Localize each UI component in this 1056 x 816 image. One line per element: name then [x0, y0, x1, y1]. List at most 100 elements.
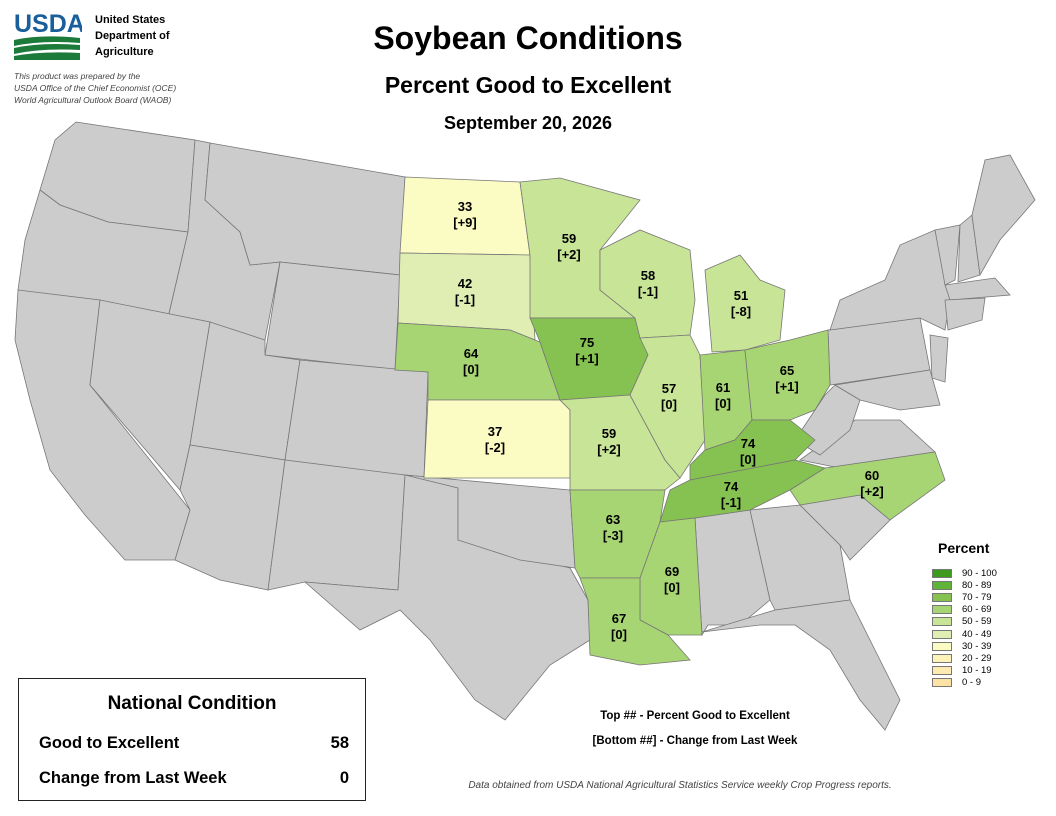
agency-line: Department of — [95, 30, 170, 42]
state-fl — [701, 599, 901, 731]
disclaimer: This product was prepared by the USDA Of… — [14, 70, 234, 106]
good-excellent-value: 58 — [330, 734, 349, 752]
label-sd-change: [-1] — [455, 292, 475, 307]
legend-swatch — [932, 592, 952, 602]
label-nc-change: [+2] — [860, 484, 883, 499]
legend-item: 10 - 19 — [932, 665, 997, 677]
legend-swatch — [932, 617, 952, 627]
state-la — [579, 577, 691, 666]
legend-item: 60 - 69 — [932, 604, 997, 616]
good-excellent-label: Good to Excellent — [39, 734, 180, 752]
legend-item: 20 - 29 — [932, 652, 997, 664]
disclaimer-line: World Agricultural Outlook Board (WAOB) — [14, 95, 172, 105]
label-ks-change: [-2] — [485, 440, 505, 455]
legend-swatch — [932, 605, 952, 615]
state-mi — [704, 254, 786, 353]
label-tn-change: [-1] — [721, 495, 741, 510]
label-in-value: 61 — [716, 380, 730, 395]
label-oh-change: [+1] — [775, 379, 798, 394]
legend-item: 80 - 89 — [932, 579, 997, 591]
national-condition-title: National Condition — [107, 693, 277, 714]
label-ks-value: 37 — [488, 424, 502, 439]
usda-logo-text: USDA — [14, 10, 82, 38]
label-ne-change: [0] — [463, 362, 479, 377]
legend-item: 0 - 9 — [932, 677, 997, 689]
national-condition-box: National Condition Good to Excellent 58 … — [18, 678, 366, 801]
legend: 90 - 100 80 - 89 70 - 79 60 - 69 50 - 59… — [932, 567, 997, 689]
legend-swatch — [932, 653, 952, 663]
legend-label: 90 - 100 — [962, 567, 997, 579]
source-note: Data obtained from USDA National Agricul… — [468, 780, 892, 791]
state-az — [174, 444, 286, 591]
label-in-change: [0] — [715, 396, 731, 411]
legend-label: 0 - 9 — [962, 677, 982, 689]
state-wy — [264, 261, 401, 371]
legend-swatch — [932, 568, 952, 578]
map-date: September 20, 2026 — [443, 113, 613, 133]
label-ky-value: 74 — [741, 436, 756, 451]
legend-label: 10 - 19 — [962, 665, 992, 677]
label-ar-value: 63 — [606, 512, 620, 527]
state-ma — [944, 277, 1011, 301]
label-ar-change: [-3] — [603, 528, 623, 543]
label-ne-value: 64 — [464, 346, 479, 361]
state-nc — [789, 451, 946, 521]
label-ms-change: [0] — [664, 580, 680, 595]
legend-swatch — [932, 580, 952, 590]
label-wi-change: [-1] — [638, 284, 658, 299]
label-wi-value: 58 — [641, 268, 655, 283]
usda-logo: USDA — [12, 8, 85, 62]
state-ny — [829, 229, 951, 331]
label-ms-value: 69 — [665, 564, 679, 579]
label-mo-change: [+2] — [597, 442, 620, 457]
label-mn-change: [+2] — [557, 247, 580, 262]
agency-line: Agriculture — [95, 46, 154, 58]
label-ia-value: 75 — [580, 335, 594, 350]
legend-swatch — [932, 678, 952, 688]
map-title: Soybean Conditions — [373, 20, 683, 56]
label-mo-value: 59 — [602, 426, 616, 441]
label-nd-value: 33 — [458, 199, 472, 214]
legend-item: 40 - 49 — [932, 628, 997, 640]
label-mn-value: 59 — [562, 231, 576, 246]
label-nc-value: 60 — [865, 468, 879, 483]
label-il-value: 57 — [662, 381, 676, 396]
label-ia-change: [+1] — [575, 351, 598, 366]
legend-item: 90 - 100 — [932, 567, 997, 579]
legend-label: 50 - 59 — [962, 616, 992, 628]
label-tn-value: 74 — [724, 479, 739, 494]
state-co — [284, 359, 429, 479]
state-ks — [423, 399, 571, 479]
label-la-change: [0] — [611, 627, 627, 642]
legend-swatch — [932, 629, 952, 639]
disclaimer-line: USDA Office of the Chief Economist (OCE) — [14, 83, 177, 93]
legend-item: 50 - 59 — [932, 616, 997, 628]
legend-item: 70 - 79 — [932, 591, 997, 603]
label-il-change: [0] — [661, 397, 677, 412]
label-ky-change: [0] — [740, 452, 756, 467]
legend-label: 80 - 89 — [962, 579, 992, 591]
legend-swatch — [932, 641, 952, 651]
legend-label: 20 - 29 — [962, 652, 992, 664]
legend-label: 70 - 79 — [962, 591, 992, 603]
legend-title: Percent — [938, 540, 990, 556]
state-vt — [934, 224, 961, 286]
change-value: 0 — [339, 769, 349, 787]
agency-name: United States Department of Agriculture — [95, 12, 205, 60]
legend-label: 60 - 69 — [962, 604, 992, 616]
legend-swatch — [932, 666, 952, 676]
change-label: Change from Last Week — [39, 769, 227, 787]
label-sd-value: 42 — [458, 276, 472, 291]
label-nd-change: [+9] — [453, 215, 476, 230]
state-nj — [929, 334, 949, 383]
map-subtitle: Percent Good to Excellent — [384, 72, 672, 98]
legend-label: 40 - 49 — [962, 628, 992, 640]
state-me — [971, 154, 1036, 277]
disclaimer-line: This product was prepared by the — [14, 71, 141, 81]
legend-label: 30 - 39 — [962, 640, 992, 652]
state-il — [629, 334, 706, 479]
label-oh-value: 65 — [780, 363, 794, 378]
legend-item: 30 - 39 — [932, 640, 997, 652]
agency-line: United States — [95, 14, 166, 26]
